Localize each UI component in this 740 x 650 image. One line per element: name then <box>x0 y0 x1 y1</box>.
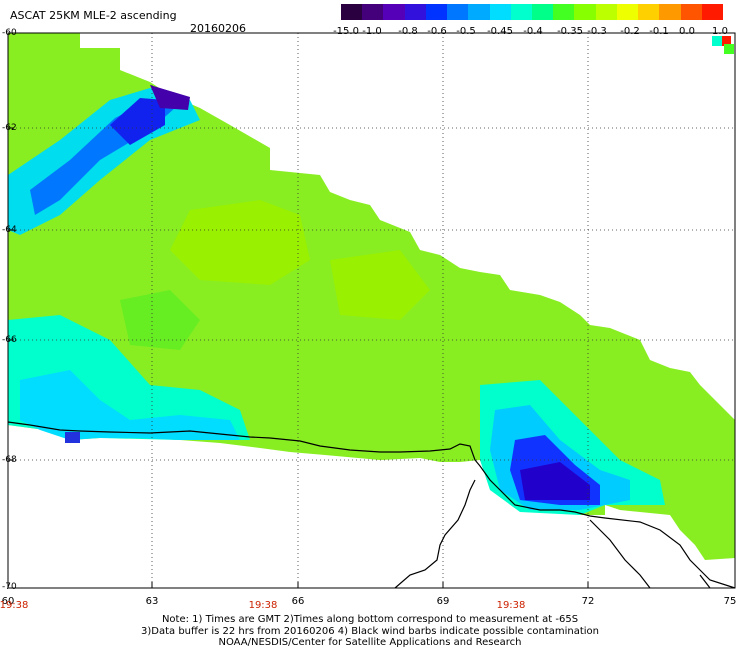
colorbar-label: -0.3 <box>587 26 607 37</box>
colorbar-segment <box>531 4 554 20</box>
low-value-zone <box>65 432 80 443</box>
colorbar-label: -0.8 <box>398 26 418 37</box>
chart-date: 20160206 <box>190 22 246 35</box>
lon-label: 69 <box>436 596 450 607</box>
colorbar-segment <box>616 4 639 20</box>
colorbar-segment <box>659 4 681 20</box>
low-value-zone <box>20 370 240 440</box>
tick-marks <box>8 127 589 588</box>
high-value-pixel <box>722 36 731 46</box>
lat-label: -62 <box>2 123 17 133</box>
colorbar-segment <box>341 4 363 20</box>
chart-title: ASCAT 25KM MLE-2 ascending <box>10 9 177 22</box>
time-label: 19:38 <box>248 600 278 611</box>
colorbar <box>341 4 723 20</box>
colorbar-label: -0.45 <box>487 26 513 37</box>
swath-data <box>8 33 735 560</box>
colorbar-label: -1.0 <box>362 26 382 37</box>
colorbar-segment <box>383 4 405 20</box>
colorbar-labels: -15.0 -1.0 -0.8 -0.6 -0.5 -0.45 -0.4 -0.… <box>320 26 735 40</box>
colorbar-label: -15.0 <box>333 26 359 37</box>
colorbar-segment <box>510 4 532 20</box>
note-line: Note: 1) Times are GMT 2)Times along bot… <box>161 614 579 625</box>
colorbar-segment <box>425 4 448 20</box>
colorbar-segment <box>468 4 490 20</box>
lon-label: 75 <box>723 596 737 607</box>
lon-label: 60 <box>1 596 15 607</box>
colorbar-segment <box>404 4 426 20</box>
colorbar-segment <box>553 4 575 20</box>
coastline <box>7 421 736 589</box>
low-value-zone <box>520 462 590 500</box>
lat-label: -66 <box>2 335 17 345</box>
colorbar-segment <box>489 4 511 20</box>
colorbar-label: -0.6 <box>427 26 447 37</box>
swath-patch <box>170 200 310 285</box>
colorbar-label: -0.1 <box>649 26 669 37</box>
colorbar-segment <box>447 4 469 20</box>
high-value-pixel <box>724 44 734 54</box>
note-line: 3)Data buffer is 22 hrs from 20160206 4)… <box>141 625 599 637</box>
colorbar-segment <box>680 4 702 20</box>
colorbar-segment <box>362 4 384 20</box>
swath-patch <box>330 250 430 320</box>
colorbar-segment <box>595 4 617 20</box>
lat-label: -70 <box>2 582 17 592</box>
colorbar-segment <box>638 4 660 20</box>
lat-label: -64 <box>2 225 17 235</box>
swath-patch <box>120 290 200 350</box>
colorbar-label: 0.0 <box>679 26 695 37</box>
colorbar-label: 1.0 <box>712 26 728 37</box>
lat-label: -68 <box>2 455 17 465</box>
low-value-streak <box>150 85 190 110</box>
colorbar-label: -0.2 <box>620 26 640 37</box>
colorbar-label: -0.35 <box>557 26 583 37</box>
colorbar-segment <box>701 4 723 20</box>
lon-label: 66 <box>291 596 305 607</box>
high-value-pixel <box>712 36 722 46</box>
note-line: NOAA/NESDIS/Center for Satellite Applica… <box>218 637 522 648</box>
time-label: 19:38 <box>0 600 29 611</box>
colorbar-label: -0.4 <box>523 26 543 37</box>
lon-label: 63 <box>145 596 159 607</box>
time-label: 19:38 <box>496 600 526 611</box>
low-value-streak <box>110 98 165 145</box>
colorbar-segment <box>574 4 596 20</box>
map-frame <box>7 32 736 589</box>
lon-label: 72 <box>581 596 595 607</box>
colorbar-label: -0.5 <box>456 26 476 37</box>
lat-label: -60 <box>2 28 17 38</box>
footnotes: Note: 1) Times are GMT 2)Times along bot… <box>0 614 740 649</box>
grid-lines <box>8 33 735 588</box>
